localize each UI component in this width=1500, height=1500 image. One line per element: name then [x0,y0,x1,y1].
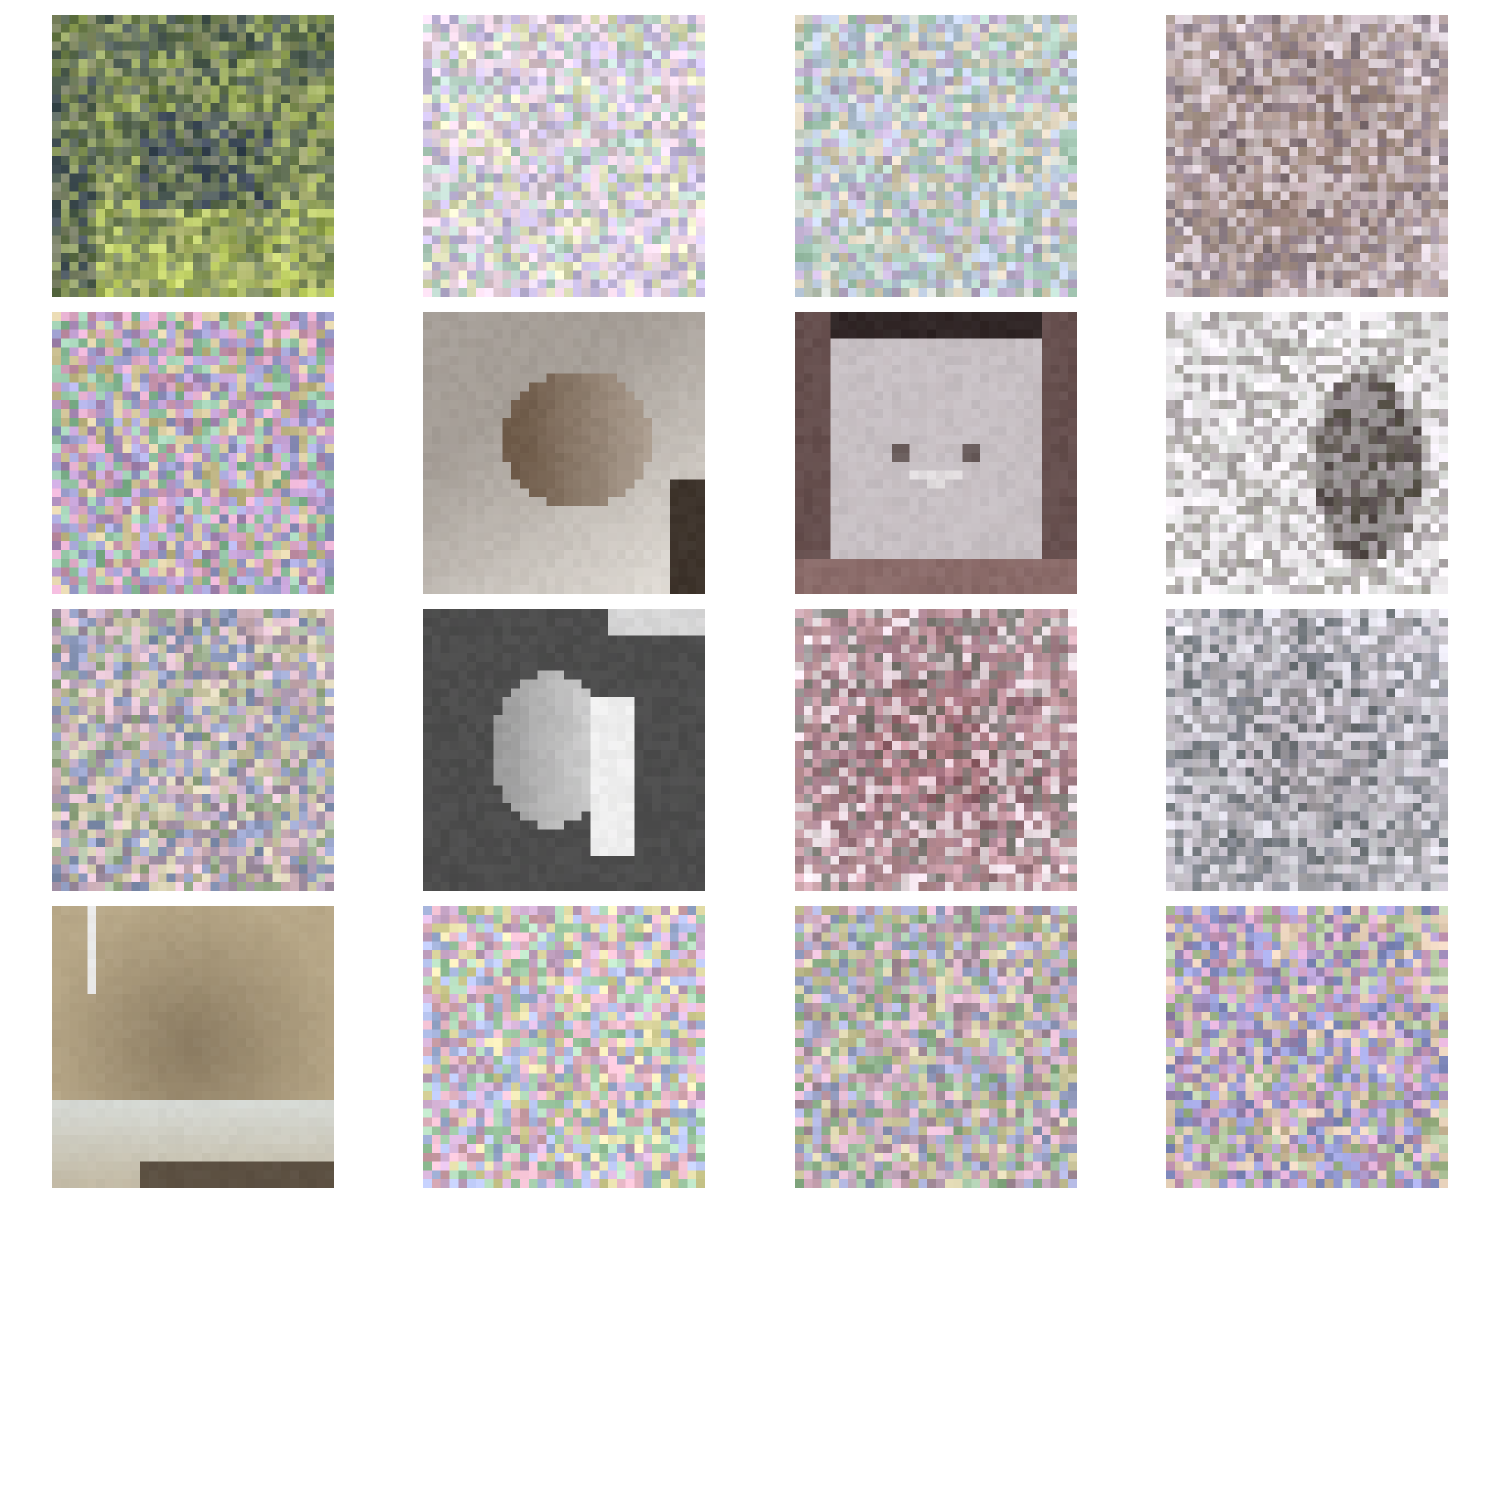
sample-image-canvas [423,312,705,594]
sample-image-canvas [52,906,334,1188]
sample-image [795,609,1077,891]
sample-image [52,609,334,891]
sample-image-canvas [1166,15,1448,297]
sample-image-canvas [52,15,334,297]
sample-image-canvas [1166,312,1448,594]
sample-image-canvas [423,609,705,891]
sample-image-canvas [423,906,705,1188]
sample-image-canvas [1166,609,1448,891]
sample-image-canvas [52,312,334,594]
sample-image [1166,15,1448,297]
sample-image-canvas [795,906,1077,1188]
sample-image-canvas [795,15,1077,297]
sample-image [423,15,705,297]
sample-image [1166,312,1448,594]
sample-image [423,312,705,594]
sample-image [52,312,334,594]
sample-image-canvas [795,609,1077,891]
sample-image [423,906,705,1188]
sample-image [52,906,334,1188]
sample-image [52,15,334,297]
sample-image [795,312,1077,594]
sample-image [795,15,1077,297]
sample-image [1166,906,1448,1188]
sample-image [423,609,705,891]
sample-image-canvas [52,609,334,891]
sample-image-canvas [795,312,1077,594]
sample-image-canvas [1166,906,1448,1188]
sample-image-canvas [423,15,705,297]
sample-image [795,906,1077,1188]
sample-image [1166,609,1448,891]
